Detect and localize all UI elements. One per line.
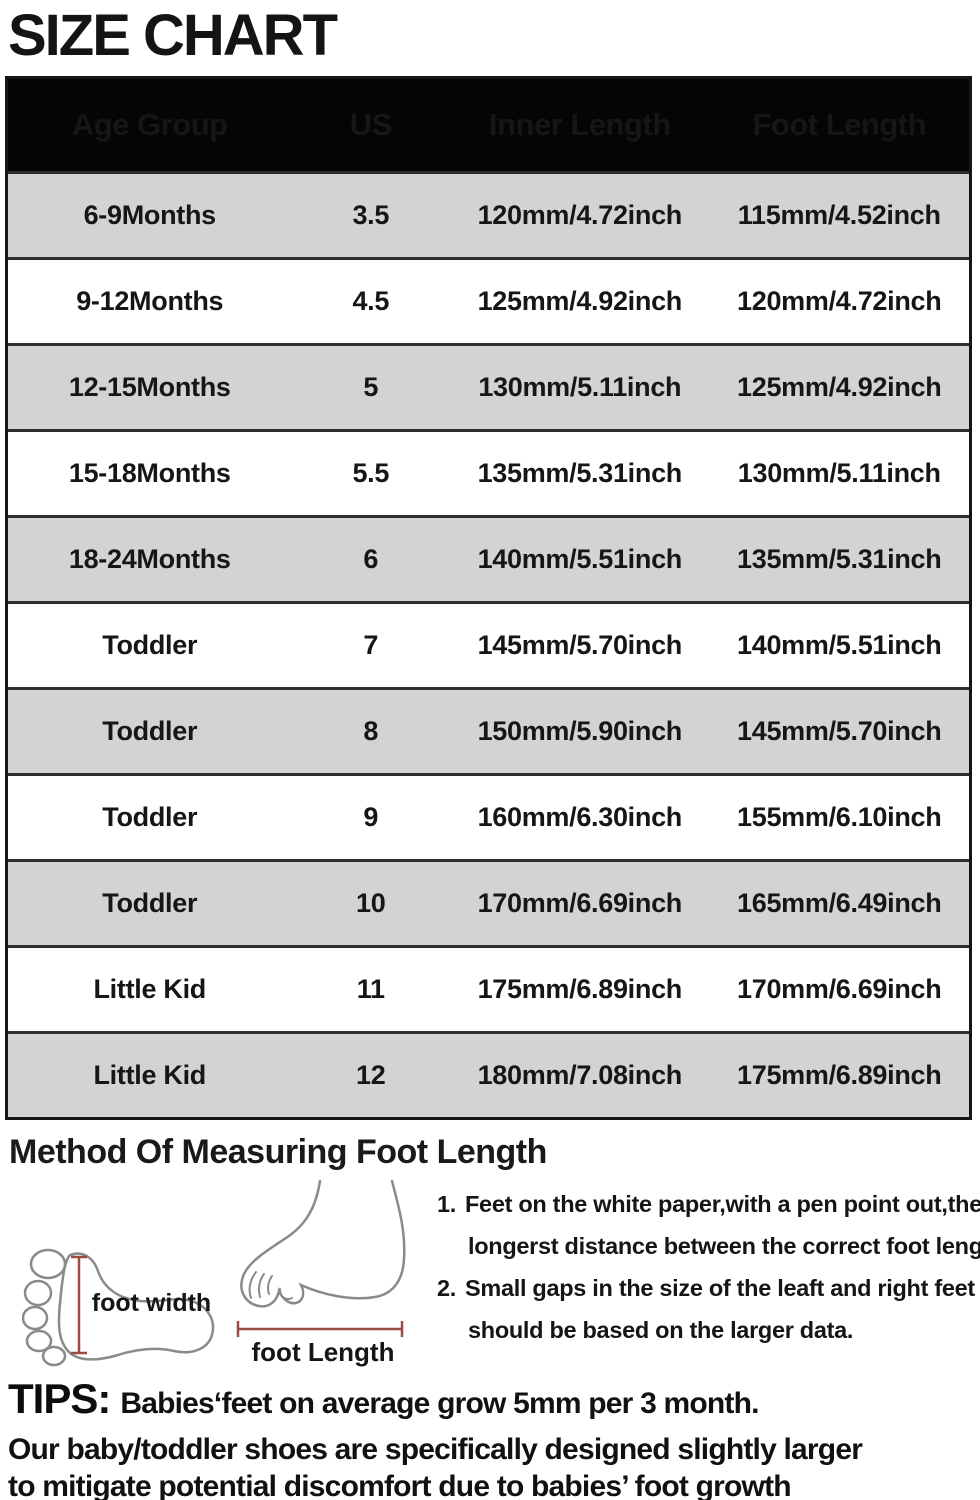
cell-foot-length: 155mm/6.10inch [737, 802, 942, 832]
toe-icon [29, 1248, 67, 1280]
cell-age-group: 18-24Months [68, 544, 231, 574]
header-cell-age-group: Age Group [71, 107, 228, 142]
instruction-1-line-2: longerst distance between the correct fo… [468, 1233, 980, 1259]
cell-inner-length: 135mm/5.31inch [477, 458, 683, 488]
instruction-1-text: Feet on the white paper,with a pen point… [465, 1191, 980, 1217]
instruction-2-line-2: should be based on the larger data. [468, 1317, 854, 1343]
toe-icon [23, 1279, 53, 1307]
cell-foot-length: 165mm/6.49inch [737, 888, 942, 918]
table-row: Toddler 10 170mm/6.69inch 165mm/6.49inch [8, 859, 969, 945]
cell-inner-length: 175mm/6.89inch [477, 974, 683, 1004]
cell-foot-length: 140mm/5.51inch [737, 630, 942, 660]
method-heading: Method Of Measuring Foot Length [9, 1133, 547, 1171]
cell-us: 12 [356, 1060, 386, 1090]
table-row: 18-24Months 6 140mm/5.51inch 135mm/5.31i… [8, 515, 969, 601]
foot-length-measure-line [236, 1321, 404, 1337]
foot-width-label: foot width [91, 1289, 212, 1317]
cell-age-group: 9-12Months [76, 286, 224, 316]
cell-age-group: 6-9Months [83, 200, 217, 230]
table-header-row: Age Group US Inner Length Foot Length [8, 79, 969, 171]
tips-section: TIPS: Babies‘feet on average grow 5mm per… [8, 1377, 980, 1500]
cell-age-group: 12-15Months [68, 372, 231, 402]
cell-age-group: Little Kid [93, 974, 206, 1004]
cell-inner-length: 130mm/5.11inch [478, 372, 682, 402]
cell-inner-length: 140mm/5.51inch [477, 544, 683, 574]
table-row: 15-18Months 5.5 135mm/5.31inch 130mm/5.1… [8, 429, 969, 515]
cell-foot-length: 145mm/5.70inch [737, 716, 942, 746]
cell-foot-length: 125mm/4.92inch [737, 372, 942, 402]
toe-hatch-lines [248, 1271, 293, 1300]
cell-inner-length: 180mm/7.08inch [477, 1060, 683, 1090]
table-row: Little Kid 11 175mm/6.89inch 170mm/6.69i… [8, 945, 969, 1031]
cell-us: 8 [363, 716, 379, 746]
cell-foot-length: 135mm/5.31inch [737, 544, 942, 574]
cell-us: 9 [363, 802, 379, 832]
cell-inner-length: 150mm/5.90inch [477, 716, 683, 746]
tips-first-line: TIPS: Babies‘feet on average grow 5mm per… [8, 1377, 980, 1431]
tips-text-3: to mitigate potential discomfort due to … [8, 1470, 792, 1500]
cell-age-group: Toddler [102, 888, 198, 918]
cell-foot-length: 170mm/6.69inch [737, 974, 942, 1004]
cell-us: 5.5 [352, 458, 390, 488]
cell-age-group: Toddler [102, 802, 198, 832]
cell-inner-length: 145mm/5.70inch [477, 630, 683, 660]
foot-width-measure-line [71, 1255, 87, 1355]
cell-foot-length: 175mm/6.89inch [737, 1060, 942, 1090]
cell-foot-length: 120mm/4.72inch [737, 286, 942, 316]
cell-us: 10 [356, 888, 386, 918]
page-title: SIZE CHART [8, 3, 338, 68]
cell-inner-length: 170mm/6.69inch [477, 888, 683, 918]
cell-age-group: Toddler [102, 716, 198, 746]
toe-icon [22, 1305, 49, 1331]
instruction-2-line-1: 2. Small gaps in the size of the leaft an… [437, 1267, 977, 1309]
cell-us: 5 [363, 372, 379, 402]
header-cell-us: US [349, 107, 393, 142]
cell-us: 6 [363, 544, 379, 574]
cell-foot-length: 115mm/4.52inch [737, 200, 941, 230]
cell-age-group: Little Kid [93, 1060, 206, 1090]
toe-icon [41, 1345, 67, 1367]
cell-inner-length: 160mm/6.30inch [477, 802, 683, 832]
cell-us: 3.5 [352, 200, 390, 230]
measuring-diagram-section: foot width foot Length 1. Feet on the whi… [0, 1177, 980, 1375]
header-cell-foot-length: Foot Length [752, 107, 927, 142]
side-foot-diagram [236, 1179, 406, 1337]
table-body: 6-9Months 3.5 120mm/4.72inch 115mm/4.52i… [8, 171, 969, 1117]
table-row: 12-15Months 5 130mm/5.11inch 125mm/4.92i… [8, 343, 969, 429]
table-row: Toddler 8 150mm/5.90inch 145mm/5.70inch [8, 687, 969, 773]
instruction-2-text: Small gaps in the size of the leaft and … [465, 1275, 975, 1301]
cell-us: 7 [363, 630, 379, 660]
cell-foot-length: 130mm/5.11inch [737, 458, 941, 488]
cell-us: 11 [356, 974, 385, 1004]
table-row: 6-9Months 3.5 120mm/4.72inch 115mm/4.52i… [8, 171, 969, 257]
table-row: Little Kid 12 180mm/7.08inch 175mm/6.89i… [8, 1031, 969, 1117]
foot-length-label: foot Length [251, 1337, 395, 1367]
header-cell-inner-length: Inner Length [488, 107, 671, 142]
tips-text-1: Babies‘feet on average grow 5mm per 3 mo… [120, 1387, 759, 1420]
size-chart-table: Age Group US Inner Length Foot Length 6-… [5, 76, 972, 1120]
tips-text-2: Our baby/toddler shoes are specifically … [8, 1433, 863, 1466]
cell-age-group: 15-18Months [68, 458, 231, 488]
instruction-2-number: 2. [437, 1275, 456, 1301]
sole-outline [57, 1252, 215, 1361]
cell-us: 4.5 [352, 286, 390, 316]
measuring-instructions: 1. Feet on the white paper,with a pen poi… [437, 1183, 980, 1351]
instruction-1-line-1: 1. Feet on the white paper,with a pen poi… [437, 1183, 980, 1225]
cell-inner-length: 120mm/4.72inch [477, 200, 683, 230]
side-foot-outline [240, 1179, 406, 1308]
tips-label: TIPS: [8, 1375, 111, 1422]
cell-inner-length: 125mm/4.92inch [477, 286, 683, 316]
cell-age-group: Toddler [102, 630, 198, 660]
footprint-diagram [22, 1248, 215, 1367]
table-row: Toddler 9 160mm/6.30inch 155mm/6.10inch [8, 773, 969, 859]
instruction-1-number: 1. [437, 1191, 456, 1217]
toe-icon [25, 1329, 53, 1353]
table-row: Toddler 7 145mm/5.70inch 140mm/5.51inch [8, 601, 969, 687]
table-row: 9-12Months 4.5 125mm/4.92inch 120mm/4.72… [8, 257, 969, 343]
